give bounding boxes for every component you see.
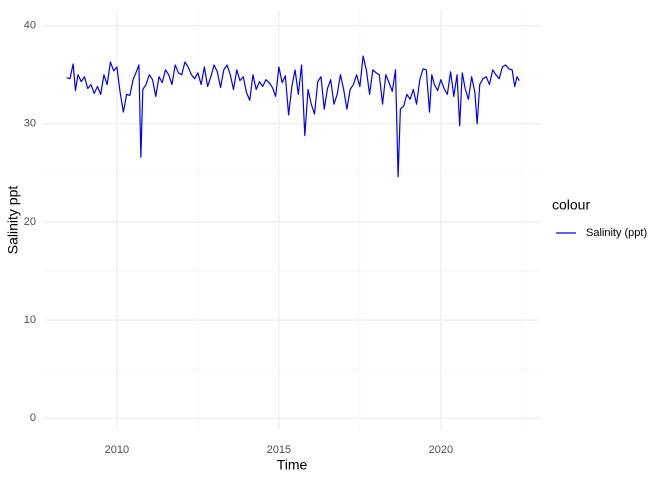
y-tick-label: 20 (24, 216, 36, 228)
data-line (66, 55, 520, 178)
y-tick-label: 30 (24, 118, 36, 130)
x-tick-label: 2015 (267, 444, 291, 456)
legend-title: colour (552, 197, 590, 213)
x-tick-label: 2010 (105, 444, 129, 456)
y-tick-label: 40 (24, 20, 36, 32)
y-tick-label: 0 (30, 412, 36, 424)
x-tick-label: 2020 (429, 444, 453, 456)
y-tick-label: 10 (24, 314, 36, 326)
legend-label: Salinity (ppt) (586, 227, 647, 239)
y-axis-title: Salinity ppt (5, 186, 21, 255)
x-axis-title: Time (277, 457, 308, 473)
